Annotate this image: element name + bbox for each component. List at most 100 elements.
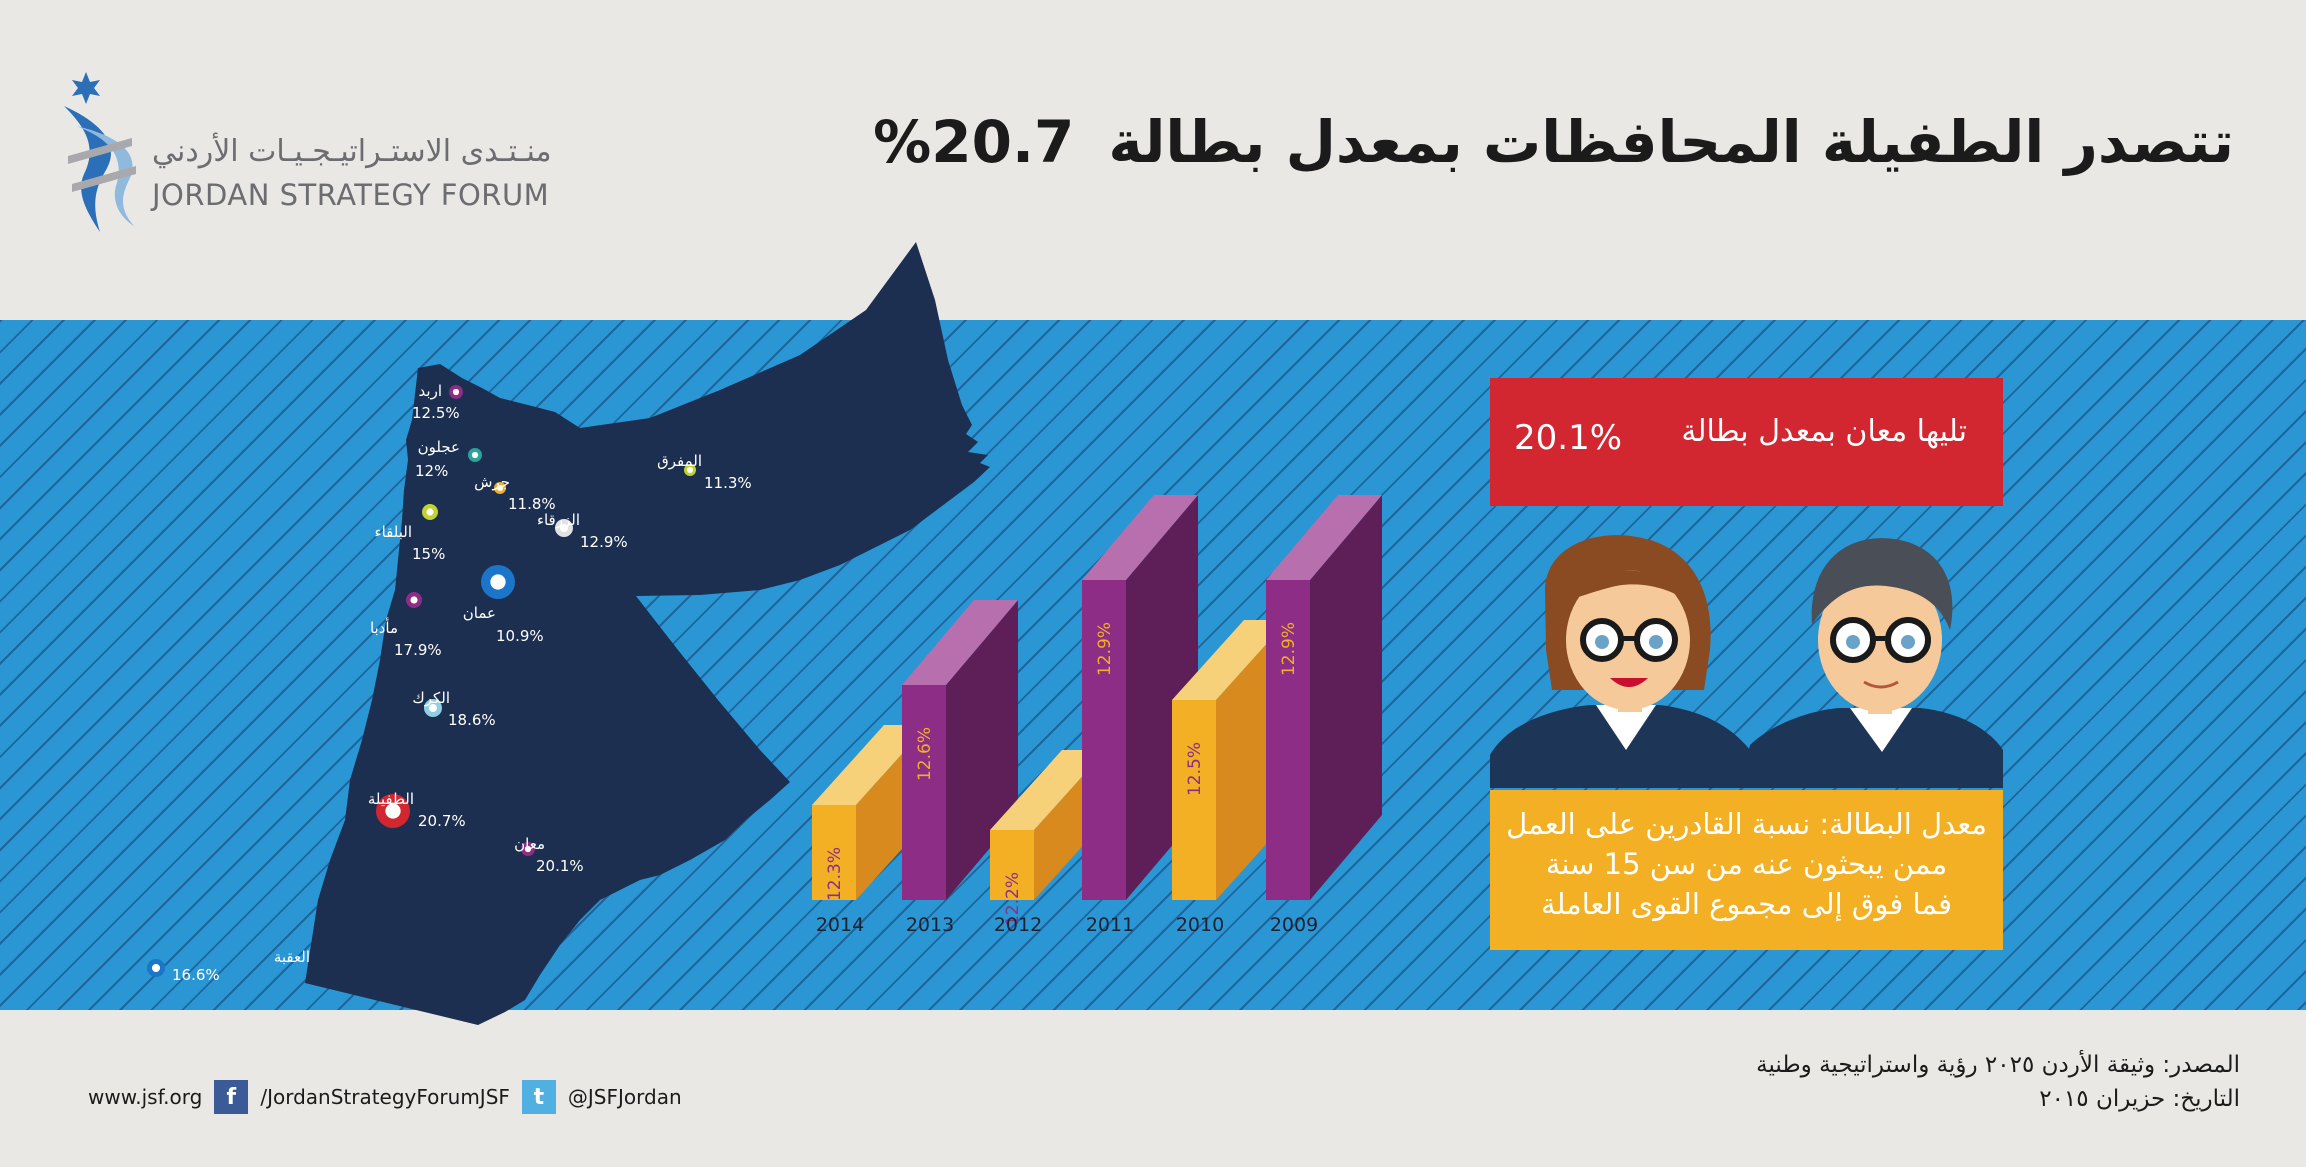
bar-top xyxy=(1082,495,1198,580)
runner-up-box: تليها معان بمعدل بطالة 20.1% xyxy=(1490,378,2003,506)
city-name: الزرقاء xyxy=(537,511,580,529)
city-name: مأدبا xyxy=(370,617,398,637)
bar-top xyxy=(1172,620,1288,700)
bar-value-label: 12.9% xyxy=(1279,622,1299,676)
bar-front xyxy=(1082,580,1126,900)
bar-front xyxy=(812,805,856,900)
city-name: جرش xyxy=(474,473,510,491)
city-value: 18.6% xyxy=(448,711,496,729)
facebook-icon[interactable]: f xyxy=(214,1080,249,1114)
woman-body-icon xyxy=(1490,705,1750,788)
bar-year-label: 2010 xyxy=(1176,914,1224,936)
city-value: 15% xyxy=(412,545,445,563)
bar-top xyxy=(1266,495,1382,580)
bar-value-label: 12.6% xyxy=(915,727,935,781)
city-dot-center xyxy=(151,963,161,973)
source-text: المصدر: وثيقة الأردن ٢٠٢٥ رؤية واستراتيج… xyxy=(1756,1052,2240,1078)
city-dot-center xyxy=(524,845,532,853)
city-name: الطفيلة xyxy=(368,790,414,808)
city-dot-center xyxy=(559,523,569,533)
city-marker: الكرك 18.6% xyxy=(412,689,495,729)
city-marker: اربد 12.5% xyxy=(412,382,463,422)
city-name: اربد xyxy=(419,382,442,400)
city-marker: العقبة 16.6% xyxy=(147,948,310,984)
bar-value-label: 12.2% xyxy=(1003,872,1023,926)
city-name: البلقاء xyxy=(375,523,412,541)
bar-value-label: 12.5% xyxy=(1185,742,1205,796)
city-value: 17.9% xyxy=(394,641,442,659)
page-title: تتصدر الطفيلة المحافظات بمعدل بطالة 20.7% xyxy=(873,108,2234,176)
city-name: عجلون xyxy=(418,438,460,456)
title-percent: 20.7% xyxy=(873,108,1075,176)
man-hair-icon xyxy=(1811,538,1953,630)
facebook-link[interactable]: /JordanStrategyForumJSF xyxy=(260,1085,510,1109)
date-text: التاريخ: حزيران ٢٠١٥ xyxy=(2039,1086,2240,1112)
bar-value-label: 12.9% xyxy=(1095,622,1115,676)
city-name: معان xyxy=(514,835,545,853)
definition-line-1: معدل البطالة: نسبة القادرين على العمل xyxy=(1506,807,1987,841)
city-marker: مأدبا 17.9% xyxy=(370,592,442,659)
city-dot-center xyxy=(687,467,693,473)
city-value: 12.5% xyxy=(412,404,460,422)
logo-arabic-text: منـتـدى الاستـراتيـجـيـات الأردني xyxy=(152,134,552,169)
title-text: تتصدر الطفيلة المحافظات بمعدل بطالة xyxy=(1108,108,2234,176)
city-dot-center xyxy=(426,508,434,516)
city-value: 16.6% xyxy=(172,966,220,984)
man-body-icon xyxy=(1740,708,2003,788)
bar-2009: 12.9% 2009 xyxy=(1266,495,1382,936)
city-name: العقبة xyxy=(274,948,310,966)
city-value: 20.7% xyxy=(418,812,466,830)
city-value: 10.9% xyxy=(496,627,544,645)
bar-year-label: 2012 xyxy=(994,914,1042,936)
definition-line-2: ممن يبحثون عنه من سن 15 سنة xyxy=(1545,847,1948,881)
city-name: الكرك xyxy=(412,689,450,707)
city-dot-center xyxy=(497,485,503,491)
city-dot-center xyxy=(385,803,401,819)
bar-year-label: 2013 xyxy=(906,914,954,936)
city-marker: معان 20.1% xyxy=(514,835,584,875)
twitter-icon[interactable]: t xyxy=(521,1080,556,1114)
city-name: المفرق xyxy=(657,452,702,470)
city-value: 12% xyxy=(415,462,448,480)
city-value: 12.9% xyxy=(580,533,628,551)
city-dot-center xyxy=(428,703,438,713)
jordan-map xyxy=(305,242,990,1025)
city-dot-center xyxy=(490,574,506,590)
city-dot-center xyxy=(410,596,418,604)
runner-up-percent: 20.1% xyxy=(1514,418,1623,458)
bar-front xyxy=(1266,580,1310,900)
logo-english-text: JORDAN STRATEGY FORUM xyxy=(152,178,550,212)
bar-front xyxy=(1172,700,1216,900)
footer-source: المصدر: وثيقة الأردن ٢٠٢٥ رؤية واستراتيج… xyxy=(1756,1048,2240,1116)
city-value: 11.3% xyxy=(704,474,752,492)
characters-illustration xyxy=(1490,535,2003,788)
bar-year-label: 2011 xyxy=(1086,914,1134,936)
city-marker: جرش 11.8% xyxy=(474,473,556,513)
city-dot-center xyxy=(471,451,479,459)
bar-top xyxy=(902,600,1018,685)
city-name: عمان xyxy=(463,604,496,622)
bar-value-label: 12.3% xyxy=(825,847,845,901)
runner-up-text: تليها معان بمعدل بطالة xyxy=(1681,414,1967,449)
bar-top xyxy=(812,725,928,805)
footer-links: www.jsf.org f /JordanStrategyForumJSF t … xyxy=(88,1080,682,1114)
bar-front xyxy=(902,685,946,900)
jsf-logo-icon xyxy=(64,72,136,232)
twitter-link[interactable]: @JSFJordan xyxy=(567,1085,682,1109)
definition-box: معدل البطالة: نسبة القادرين على العمل مم… xyxy=(1490,790,2003,950)
website-link[interactable]: www.jsf.org xyxy=(88,1085,203,1109)
city-value: 11.8% xyxy=(508,495,556,513)
bar-front xyxy=(990,830,1034,900)
bar-top xyxy=(990,750,1106,830)
city-dot-center xyxy=(452,388,460,396)
city-value: 20.1% xyxy=(536,857,584,875)
bar-side xyxy=(1310,495,1382,900)
definition-line-3: فما فوق إلى مجموع القوى العاملة xyxy=(1541,887,1952,921)
bar-year-label: 2014 xyxy=(816,914,864,936)
